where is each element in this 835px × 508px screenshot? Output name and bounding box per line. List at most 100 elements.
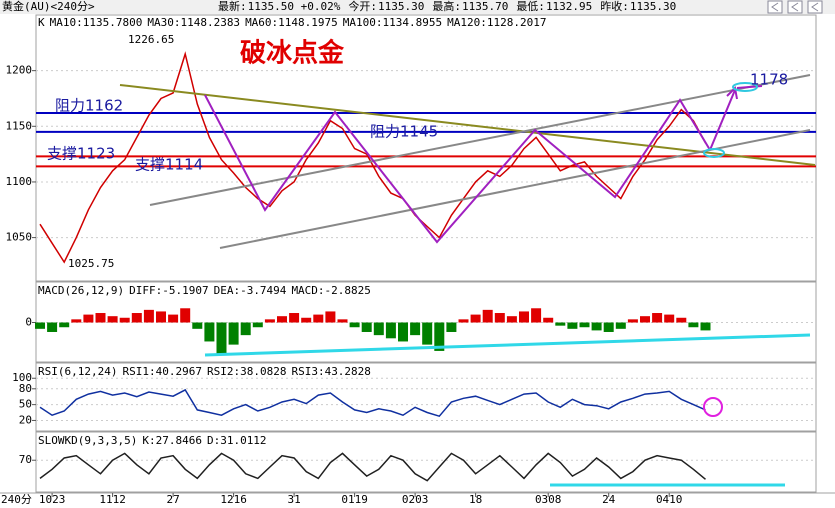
- x-tick-label: 0308: [535, 493, 562, 506]
- panel-legend: MA120:1128.2017: [447, 16, 546, 29]
- kd-frame: [35, 431, 817, 493]
- quote-value: 1135.50 +0.02%: [248, 0, 341, 13]
- macd-bar: [313, 314, 324, 323]
- quote-value: 1132.95: [546, 0, 592, 13]
- target-label: 1178: [750, 71, 788, 89]
- panel-legend: D:31.0112: [207, 434, 267, 447]
- frames: [0, 14, 835, 494]
- macd-bar: [603, 322, 614, 332]
- x-tick-label: 31: [287, 493, 300, 506]
- macd-bar: [470, 314, 481, 323]
- quote-bar: [0, 0, 835, 14]
- y-tick-label: 1100: [6, 175, 33, 188]
- macd-bar: [156, 311, 166, 323]
- macd-bar: [640, 316, 650, 323]
- y-tick-label: 80: [19, 382, 32, 395]
- macd-bar: [83, 314, 94, 323]
- macd-bar: [361, 322, 372, 332]
- y-tick-label: 100: [12, 371, 32, 384]
- x-tick-label: 0203: [402, 493, 429, 506]
- channel-upper: [149, 74, 811, 206]
- price-frame: [35, 14, 817, 282]
- macd-bar: [107, 316, 118, 323]
- panel-legend: MA30:1148.2383: [147, 16, 240, 29]
- panel-legend: DIFF:-5.1907: [129, 284, 208, 297]
- panel-legend: K:27.8466: [142, 434, 202, 447]
- nav-right[interactable]: [787, 0, 803, 14]
- macd-bar: [252, 322, 263, 328]
- macd-bar: [337, 319, 348, 323]
- macd-bar: [119, 317, 130, 323]
- y-tick-label: 0: [25, 316, 32, 329]
- macd-bar: [700, 322, 711, 331]
- x-tick-label: 1216: [220, 493, 247, 506]
- drawings: [119, 74, 816, 487]
- x-tick-label: 24: [602, 493, 616, 506]
- macd-bar: [410, 322, 421, 336]
- x-tick-label: 18: [469, 493, 482, 506]
- panel-legend: RSI(6,12,24): [38, 365, 117, 378]
- macd-bar: [688, 322, 699, 328]
- y-tick-label: 50: [19, 398, 32, 411]
- macd-bar: [506, 316, 517, 323]
- macd-bar: [519, 311, 529, 323]
- panel-legend: MA60:1148.1975: [245, 16, 338, 29]
- macd-bar: [567, 322, 578, 329]
- panel-legend: MA100:1134.8955: [343, 16, 442, 29]
- macd-bar: [543, 317, 554, 323]
- y-tick-label: 20: [19, 413, 32, 426]
- macd-bar: [240, 322, 251, 336]
- macd-bar: [131, 313, 142, 323]
- macd-bar: [95, 313, 106, 323]
- series-line: [39, 388, 706, 418]
- macd-bar: [531, 308, 542, 323]
- panel-legend: RSI1:40.2967: [122, 365, 201, 378]
- macd-bar: [192, 322, 203, 329]
- macd-bar: [385, 322, 396, 339]
- panel-legend: MACD(26,12,9): [38, 284, 124, 297]
- x-tick-label: 1112: [99, 493, 126, 506]
- macd-bar: [446, 322, 457, 332]
- panel-legend: RSI3:43.2828: [291, 365, 370, 378]
- y-tick-label: 70: [19, 453, 32, 466]
- panel-legend: RSI2:38.0828: [207, 365, 286, 378]
- macd-bar: [47, 322, 58, 332]
- series-line: [39, 452, 706, 482]
- quote-label: 最低:: [516, 0, 545, 13]
- macd-bar: [373, 322, 384, 336]
- panel-legend: MACD:-2.8825: [291, 284, 370, 297]
- macd-bar: [180, 308, 191, 323]
- nav-left[interactable]: [767, 0, 783, 14]
- headline: 破冰点金: [240, 38, 345, 69]
- quote-value: 1135.30: [378, 0, 424, 13]
- macd-bar: [277, 316, 287, 323]
- level-label: 支撑1114: [135, 156, 203, 174]
- macd-bar: [143, 309, 154, 323]
- macd-bar: [349, 322, 360, 328]
- rsi-frame: [35, 362, 817, 432]
- macd-bar: [301, 317, 312, 323]
- symbol: 黄金(AU)<240分>: [2, 0, 95, 13]
- x-tick-label: 27: [166, 493, 179, 506]
- quote-value: 1135.30: [630, 0, 676, 13]
- macd-bar: [398, 322, 408, 342]
- rsi-circle: [703, 397, 723, 417]
- arrow-head: [726, 85, 738, 100]
- macd-bar: [35, 322, 45, 329]
- macd-bar: [422, 322, 433, 345]
- nav-up[interactable]: [807, 0, 823, 14]
- macd-bar: [458, 319, 469, 323]
- panel-legend: MA10:1135.7800: [50, 16, 143, 29]
- macd-bar: [482, 309, 493, 323]
- macd-bar: [204, 322, 215, 342]
- macd-bar: [494, 313, 505, 323]
- macd-trend: [204, 333, 811, 357]
- level-label: 支撑1123: [47, 145, 115, 163]
- nav-arrows: [771, 2, 819, 12]
- chart-layer: 1050 1100 1150 1200 K MA10:1135.7800 MA30:1148…: [6, 16, 816, 506]
- high-label: 1226.65: [128, 33, 174, 46]
- macd-bar: [676, 317, 687, 323]
- macd-bar: [325, 311, 336, 323]
